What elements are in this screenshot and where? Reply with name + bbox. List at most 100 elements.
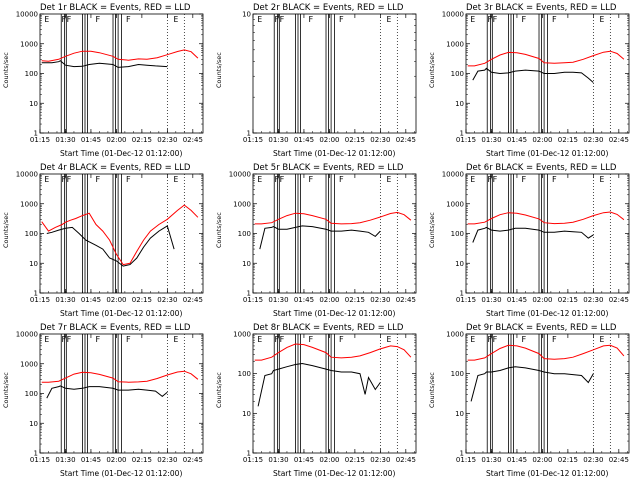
event-marker: E bbox=[470, 335, 475, 344]
panel-title: Det 5r BLACK = Events, RED = LLD bbox=[253, 163, 404, 173]
panel-title: Det 2r BLACK = Events, RED = LLD bbox=[253, 3, 404, 13]
lld-series-line bbox=[254, 343, 412, 361]
y-tick-label: 10000 bbox=[16, 11, 38, 19]
x-tick-label: 02:00 bbox=[532, 136, 552, 144]
x-tick-label: 02:00 bbox=[319, 456, 339, 464]
event-marker: F bbox=[61, 15, 66, 24]
x-tick-label: 02:45 bbox=[183, 456, 203, 464]
event-marker: E bbox=[599, 175, 604, 184]
plot-area: 1 10 100 1000 10000 01:15 01:30 01:45 02:00 02:15… bbox=[442, 171, 630, 304]
x-tick-label: 02:45 bbox=[183, 136, 203, 144]
event-marker: F bbox=[126, 335, 131, 344]
event-marker: E bbox=[257, 175, 262, 184]
event-marker: F bbox=[339, 15, 344, 24]
lld-series-line bbox=[254, 211, 412, 225]
x-tick-label: 02:15 bbox=[558, 296, 578, 304]
x-tick-label: 01:30 bbox=[268, 456, 288, 464]
y-tick-label: 10 bbox=[455, 100, 464, 108]
x-tick-label: 02:30 bbox=[157, 456, 177, 464]
x-tick-label: 02:30 bbox=[157, 136, 177, 144]
x-tick-label: 01:30 bbox=[268, 136, 288, 144]
x-tick-label: 01:15 bbox=[243, 136, 263, 144]
event-marker: F bbox=[308, 15, 313, 24]
y-tick-label: 100 bbox=[25, 70, 38, 78]
event-marker: F bbox=[66, 175, 71, 184]
x-tick-label: 01:15 bbox=[243, 456, 263, 464]
y-tick-label: 10 bbox=[242, 11, 251, 19]
event-marker: F bbox=[279, 175, 284, 184]
event-marker: E bbox=[257, 335, 262, 344]
x-axis-title: Start Time (01-Dec-12 01:12:00) bbox=[60, 149, 183, 158]
event-marker: E bbox=[470, 15, 475, 24]
y-tick-label: 1 bbox=[247, 130, 251, 138]
y-tick-label: 10000 bbox=[442, 11, 464, 19]
x-tick-label: 02:30 bbox=[370, 456, 390, 464]
plot-area: 1 10 01:15 01:30 01:45 02:00 02:15 02:30 02:45 E F… bbox=[242, 11, 417, 144]
x-tick-label: 02:15 bbox=[558, 456, 578, 464]
x-tick-label: 02:45 bbox=[609, 456, 629, 464]
x-tick-label: 02:00 bbox=[532, 456, 552, 464]
x-tick-label: 01:30 bbox=[481, 296, 501, 304]
x-tick-label: 01:15 bbox=[456, 296, 476, 304]
detector-panel-1: Det 1r BLACK = Events, RED = LLD Start Ti… bbox=[0, 0, 213, 160]
event-marker: F bbox=[61, 175, 66, 184]
event-marker: F bbox=[95, 175, 100, 184]
x-tick-label: 01:45 bbox=[294, 136, 314, 144]
detector-panel-7: Det 7r BLACK = Events, RED = LLD Start Ti… bbox=[0, 320, 213, 480]
plot-area: 1 10 100 1000 10000 01:15 01:30 01:45 02:00 02:15… bbox=[16, 331, 204, 464]
y-tick-label: 1000 bbox=[233, 200, 251, 208]
x-tick-label: 02:30 bbox=[370, 296, 390, 304]
y-tick-label: 1000 bbox=[20, 40, 38, 48]
panel-title: Det 8r BLACK = Events, RED = LLD bbox=[253, 323, 404, 333]
y-tick-label: 100 bbox=[25, 390, 38, 398]
x-tick-label: 01:45 bbox=[507, 456, 527, 464]
x-axis-title: Start Time (01-Dec-12 01:12:00) bbox=[273, 469, 396, 478]
y-tick-label: 1000 bbox=[233, 331, 251, 339]
event-marker: E bbox=[173, 175, 178, 184]
events-series-line bbox=[470, 366, 594, 402]
y-tick-label: 10 bbox=[455, 410, 464, 418]
x-tick-label: 01:45 bbox=[81, 456, 101, 464]
x-tick-label: 02:15 bbox=[345, 456, 365, 464]
x-tick-label: 02:00 bbox=[106, 136, 126, 144]
event-marker: F bbox=[279, 15, 284, 24]
panel-title: Det 9r BLACK = Events, RED = LLD bbox=[466, 323, 617, 333]
x-tick-label: 02:45 bbox=[609, 296, 629, 304]
event-marker: E bbox=[173, 335, 178, 344]
panel-title: Det 6r BLACK = Events, RED = LLD bbox=[466, 163, 617, 173]
event-marker: F bbox=[552, 335, 557, 344]
y-tick-label: 10 bbox=[29, 420, 38, 428]
detector-panel-3: Det 3r BLACK = Events, RED = LLD Start Ti… bbox=[426, 0, 639, 160]
x-tick-label: 01:45 bbox=[507, 296, 527, 304]
event-marker: F bbox=[274, 335, 279, 344]
x-tick-label: 01:45 bbox=[81, 136, 101, 144]
plot-area: 1 10 100 1000 01:15 01:30 01:45 02:00 02:15 02:30… bbox=[233, 331, 417, 464]
events-series-line bbox=[41, 60, 168, 68]
y-tick-label: 1 bbox=[460, 130, 464, 138]
event-marker: F bbox=[339, 175, 344, 184]
x-tick-label: 02:15 bbox=[132, 456, 152, 464]
event-marker: E bbox=[44, 15, 49, 24]
x-tick-label: 01:15 bbox=[30, 136, 50, 144]
event-marker: F bbox=[492, 15, 497, 24]
event-marker: F bbox=[279, 335, 284, 344]
y-tick-label: 10 bbox=[242, 410, 251, 418]
x-tick-label: 02:45 bbox=[396, 456, 416, 464]
event-marker: E bbox=[257, 15, 262, 24]
event-marker: F bbox=[487, 15, 492, 24]
event-marker: F bbox=[492, 175, 497, 184]
x-tick-label: 02:45 bbox=[396, 136, 416, 144]
event-marker: E bbox=[44, 175, 49, 184]
event-marker: E bbox=[44, 335, 49, 344]
event-marker: F bbox=[66, 335, 71, 344]
y-tick-label: 100 bbox=[451, 70, 464, 78]
y-tick-label: 10000 bbox=[16, 331, 38, 339]
x-tick-label: 02:30 bbox=[583, 296, 603, 304]
x-tick-label: 01:45 bbox=[294, 456, 314, 464]
x-tick-label: 01:15 bbox=[30, 456, 50, 464]
plot-area: 1 10 100 1000 01:15 01:30 01:45 02:00 02:15 02:30… bbox=[446, 331, 630, 464]
detector-panel-2: Det 2r BLACK = Events, RED = LLD Start Ti… bbox=[213, 0, 426, 160]
x-tick-label: 02:15 bbox=[132, 136, 152, 144]
x-tick-label: 02:00 bbox=[319, 296, 339, 304]
